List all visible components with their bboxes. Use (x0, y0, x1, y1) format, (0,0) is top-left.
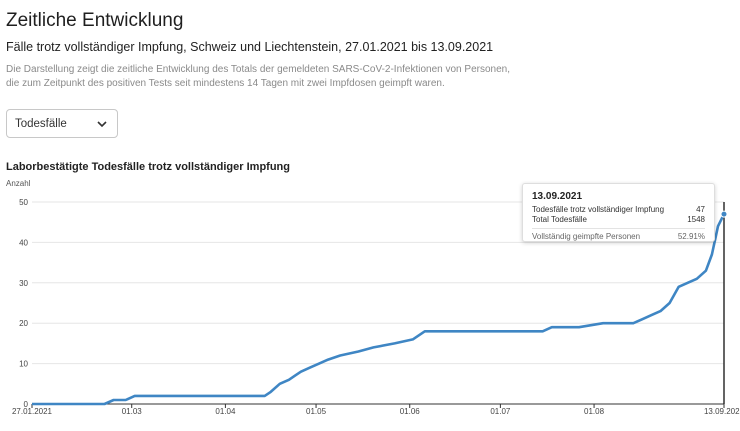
page-description: Die Darstellung zeigt die zeitliche Entw… (6, 63, 526, 90)
y-tick-label: 20 (19, 319, 28, 328)
y-axis-unit: Anzahl (6, 179, 31, 188)
tooltip-date: 13.09.2021 (532, 191, 583, 202)
chart-title: Laborbestätigte Todesfälle trotz vollstä… (6, 161, 290, 173)
description-line-2: die zum Zeitpunkt des positiven Tests se… (6, 77, 445, 89)
y-tick-label: 40 (19, 238, 28, 247)
page-title: Zeitliche Entwicklung (6, 10, 184, 31)
description-line-1: Die Darstellung zeigt die zeitliche Entw… (6, 64, 510, 75)
chart-tooltip: 13.09.2021 Todesfälle trotz vollständige… (522, 183, 715, 242)
y-tick-label: 30 (19, 279, 28, 288)
x-tick-labels: 27.01.2021 01.03 01.04 01.05 01.06 01.07 01.08… (12, 404, 740, 416)
page-subtitle: Fälle trotz vollständiger Impfung, Schwe… (6, 40, 494, 54)
hover-point[interactable] (720, 210, 728, 218)
x-tick-label: 13.09.2021 (704, 407, 740, 416)
y-tick-label: 50 (19, 198, 28, 207)
tooltip-label: Todesfälle trotz vollständiger Impfung (532, 205, 665, 214)
x-tick-label: 01.04 (215, 407, 236, 416)
tooltip-label: Vollständig geimpfte Personen (532, 232, 641, 241)
x-tick-label: 01.07 (490, 407, 511, 416)
chevron-down-icon (97, 120, 107, 127)
x-tick-label: 01.03 (122, 407, 143, 416)
y-tick-labels: 0 10 20 30 40 50 (19, 198, 28, 409)
metric-select[interactable]: Todesfälle (6, 109, 118, 138)
tooltip-row-total: Total Todesfälle 1548 (532, 215, 705, 225)
tooltip-row-vaccinated: Vollständig geimpfte Personen 52.91% (532, 228, 705, 242)
metric-select-value: Todesfälle (15, 117, 67, 130)
tooltip-row-deaths: Todesfälle trotz vollständiger Impfung 4… (532, 205, 705, 215)
x-tick-label: 27.01.2021 (12, 407, 53, 416)
x-tick-label: 01.05 (306, 407, 327, 416)
series-line[interactable] (32, 213, 726, 406)
tooltip-value: 47 (696, 205, 705, 214)
x-tick-label: 01.08 (584, 407, 605, 416)
y-tick-label: 0 (24, 400, 29, 409)
tooltip-value: 1548 (687, 215, 705, 224)
tooltip-label: Total Todesfälle (532, 215, 587, 224)
y-tick-label: 10 (19, 360, 28, 369)
tooltip-value: 52.91% (677, 232, 705, 241)
x-tick-label: 01.06 (400, 407, 421, 416)
